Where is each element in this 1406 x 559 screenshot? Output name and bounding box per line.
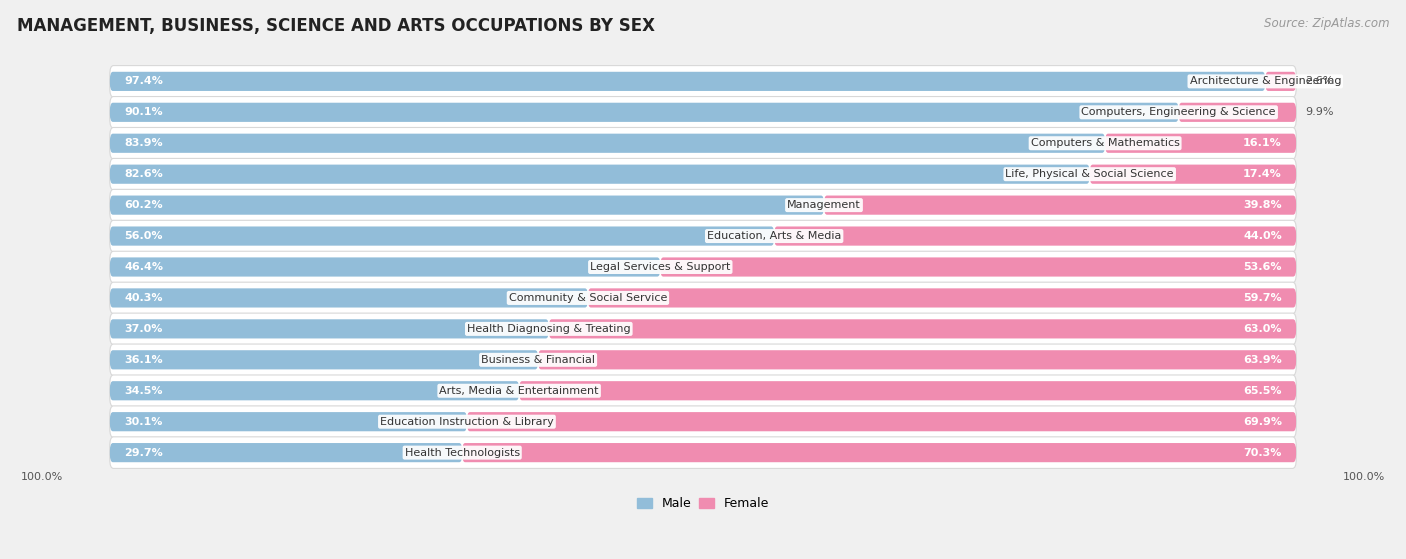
Text: 2.6%: 2.6% — [1306, 77, 1334, 87]
FancyBboxPatch shape — [1090, 164, 1296, 184]
FancyBboxPatch shape — [110, 226, 775, 245]
Text: 9.9%: 9.9% — [1306, 107, 1334, 117]
FancyBboxPatch shape — [110, 288, 588, 307]
Text: 63.9%: 63.9% — [1243, 355, 1282, 365]
FancyBboxPatch shape — [110, 97, 1296, 128]
Legend: Male, Female: Male, Female — [631, 492, 775, 515]
FancyBboxPatch shape — [110, 282, 1296, 314]
Text: 82.6%: 82.6% — [124, 169, 163, 179]
FancyBboxPatch shape — [110, 127, 1296, 159]
Text: MANAGEMENT, BUSINESS, SCIENCE AND ARTS OCCUPATIONS BY SEX: MANAGEMENT, BUSINESS, SCIENCE AND ARTS O… — [17, 17, 655, 35]
Text: 63.0%: 63.0% — [1243, 324, 1282, 334]
FancyBboxPatch shape — [110, 190, 1296, 221]
Text: 56.0%: 56.0% — [124, 231, 163, 241]
Text: 46.4%: 46.4% — [124, 262, 163, 272]
Text: 100.0%: 100.0% — [21, 472, 63, 482]
Text: Computers, Engineering & Science: Computers, Engineering & Science — [1081, 107, 1275, 117]
FancyBboxPatch shape — [1105, 134, 1296, 153]
FancyBboxPatch shape — [110, 134, 1105, 153]
Text: 97.4%: 97.4% — [124, 77, 163, 87]
Text: 44.0%: 44.0% — [1243, 231, 1282, 241]
FancyBboxPatch shape — [1178, 103, 1296, 122]
Text: 29.7%: 29.7% — [124, 448, 163, 458]
FancyBboxPatch shape — [519, 381, 1296, 400]
FancyBboxPatch shape — [110, 72, 1265, 91]
Text: 39.8%: 39.8% — [1243, 200, 1282, 210]
Text: Education Instruction & Library: Education Instruction & Library — [380, 416, 554, 427]
FancyBboxPatch shape — [110, 251, 1296, 283]
Text: Health Technologists: Health Technologists — [405, 448, 520, 458]
Text: Arts, Media & Entertainment: Arts, Media & Entertainment — [440, 386, 599, 396]
FancyBboxPatch shape — [110, 196, 824, 215]
FancyBboxPatch shape — [110, 313, 1296, 345]
FancyBboxPatch shape — [110, 220, 1296, 252]
Text: Health Diagnosing & Treating: Health Diagnosing & Treating — [467, 324, 631, 334]
FancyBboxPatch shape — [110, 344, 1296, 376]
FancyBboxPatch shape — [661, 257, 1296, 277]
Text: Business & Financial: Business & Financial — [481, 355, 595, 365]
FancyBboxPatch shape — [110, 158, 1296, 190]
FancyBboxPatch shape — [538, 350, 1296, 369]
Text: 30.1%: 30.1% — [124, 416, 163, 427]
Text: 36.1%: 36.1% — [124, 355, 163, 365]
Text: Community & Social Service: Community & Social Service — [509, 293, 666, 303]
FancyBboxPatch shape — [548, 319, 1296, 338]
FancyBboxPatch shape — [775, 226, 1296, 245]
FancyBboxPatch shape — [110, 443, 463, 462]
FancyBboxPatch shape — [110, 406, 1296, 438]
FancyBboxPatch shape — [110, 257, 661, 277]
Text: 37.0%: 37.0% — [124, 324, 163, 334]
Text: 16.1%: 16.1% — [1243, 138, 1282, 148]
FancyBboxPatch shape — [110, 412, 467, 432]
FancyBboxPatch shape — [463, 443, 1296, 462]
Text: Management: Management — [787, 200, 860, 210]
Text: 40.3%: 40.3% — [124, 293, 163, 303]
FancyBboxPatch shape — [110, 65, 1296, 97]
Text: 53.6%: 53.6% — [1243, 262, 1282, 272]
FancyBboxPatch shape — [824, 196, 1296, 215]
Text: Computers & Mathematics: Computers & Mathematics — [1031, 138, 1180, 148]
FancyBboxPatch shape — [110, 319, 548, 338]
Text: 60.2%: 60.2% — [124, 200, 163, 210]
Text: 90.1%: 90.1% — [124, 107, 163, 117]
Text: Education, Arts & Media: Education, Arts & Media — [707, 231, 841, 241]
Text: Legal Services & Support: Legal Services & Support — [591, 262, 731, 272]
FancyBboxPatch shape — [467, 412, 1296, 432]
FancyBboxPatch shape — [110, 437, 1296, 468]
FancyBboxPatch shape — [1265, 72, 1296, 91]
FancyBboxPatch shape — [110, 375, 1296, 406]
FancyBboxPatch shape — [110, 103, 1178, 122]
Text: Source: ZipAtlas.com: Source: ZipAtlas.com — [1264, 17, 1389, 30]
Text: Architecture & Engineering: Architecture & Engineering — [1189, 77, 1341, 87]
FancyBboxPatch shape — [110, 164, 1090, 184]
FancyBboxPatch shape — [110, 381, 519, 400]
Text: 59.7%: 59.7% — [1243, 293, 1282, 303]
FancyBboxPatch shape — [110, 350, 538, 369]
Text: 83.9%: 83.9% — [124, 138, 163, 148]
Text: 17.4%: 17.4% — [1243, 169, 1282, 179]
Text: 69.9%: 69.9% — [1243, 416, 1282, 427]
Text: Life, Physical & Social Science: Life, Physical & Social Science — [1005, 169, 1174, 179]
Text: 100.0%: 100.0% — [1343, 472, 1385, 482]
FancyBboxPatch shape — [588, 288, 1296, 307]
Text: 65.5%: 65.5% — [1243, 386, 1282, 396]
Text: 70.3%: 70.3% — [1243, 448, 1282, 458]
Text: 34.5%: 34.5% — [124, 386, 163, 396]
